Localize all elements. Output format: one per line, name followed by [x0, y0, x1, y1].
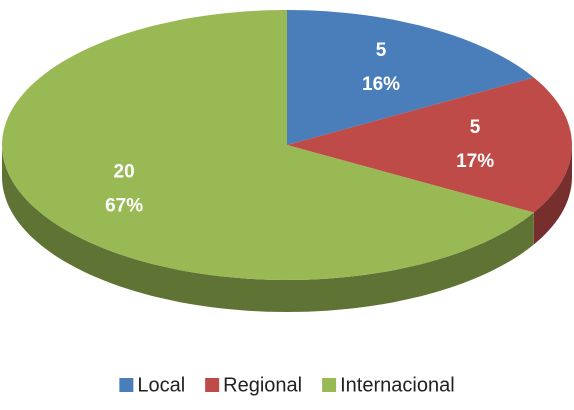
data-label: 67%: [105, 196, 143, 217]
data-label: 20: [114, 162, 135, 183]
legend: Local Regional Internacional: [119, 374, 455, 396]
data-label: 5: [470, 117, 481, 138]
data-label: 5: [376, 40, 387, 61]
legend-label: Internacional: [340, 374, 455, 396]
data-label: 17%: [456, 151, 494, 172]
slice-side: [533, 145, 572, 245]
legend-swatch: [322, 378, 337, 392]
slice: [287, 77, 572, 213]
legend-label: Local: [137, 374, 185, 396]
legend-swatch: [205, 378, 220, 392]
slice: [2, 10, 534, 280]
slice: [287, 10, 534, 145]
legend-swatch: [119, 378, 134, 392]
data-label: 16%: [362, 74, 400, 95]
legend-label: Regional: [223, 374, 302, 396]
slice-side: [2, 145, 534, 312]
